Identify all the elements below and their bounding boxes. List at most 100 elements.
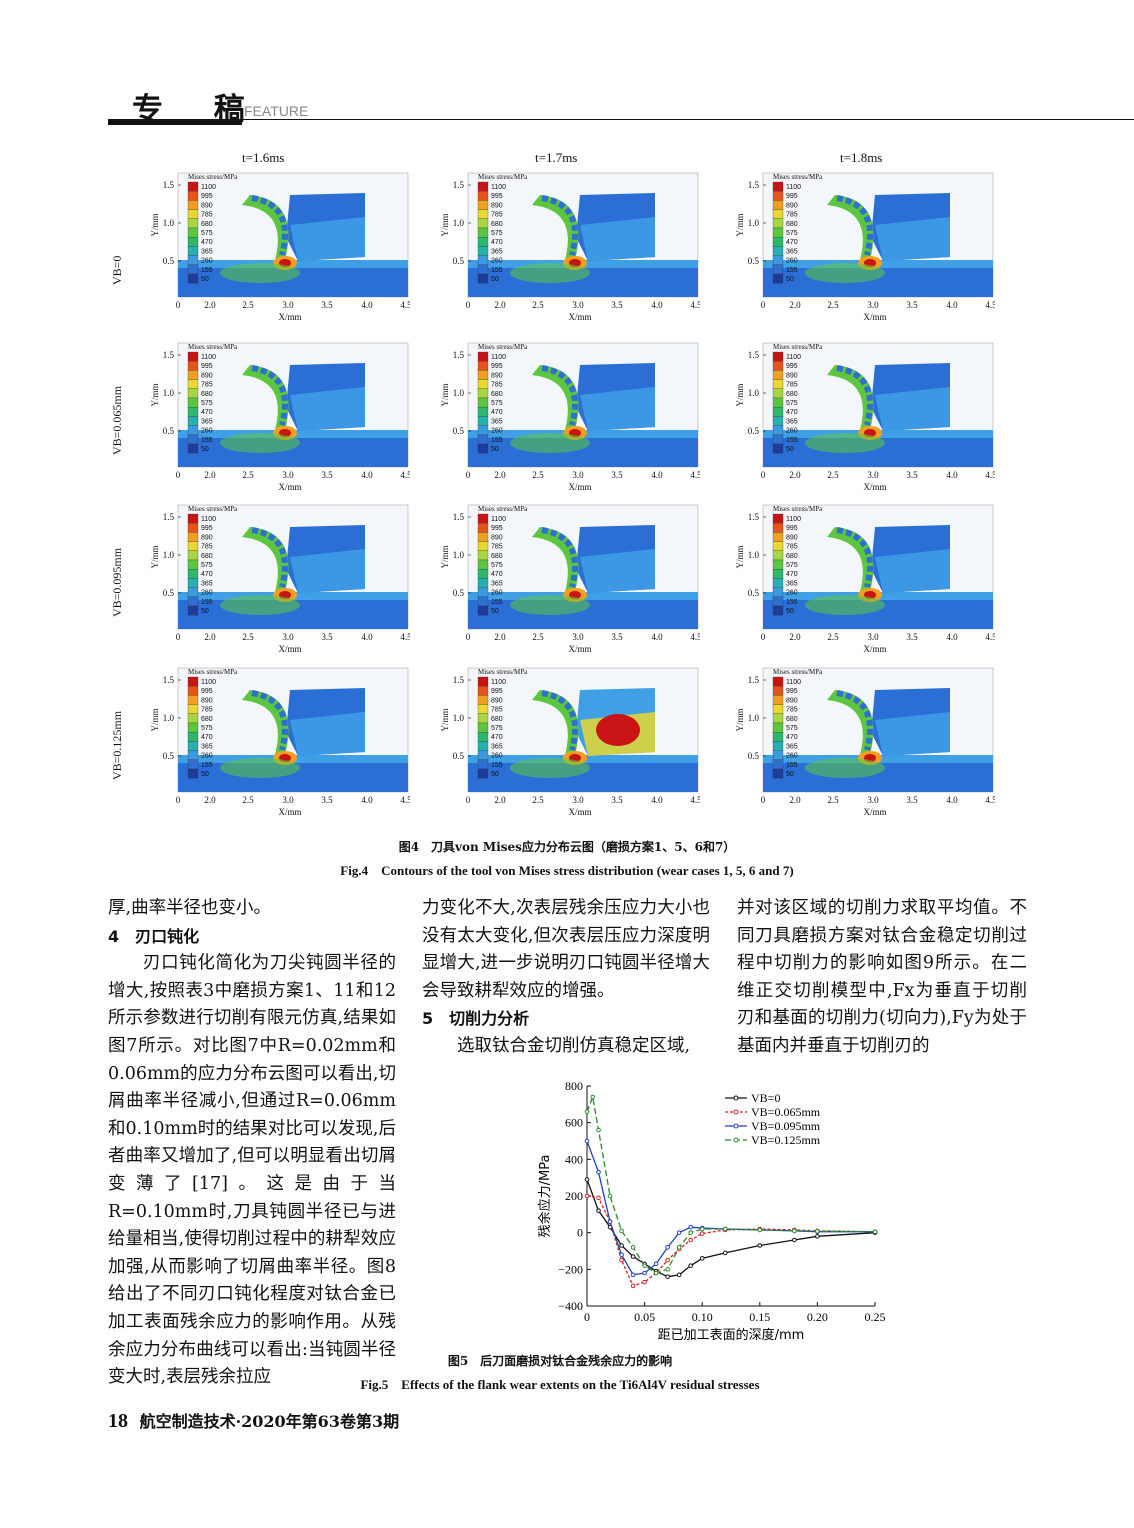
y-tick-label: 1.5	[453, 512, 465, 522]
legend-value: 470	[491, 734, 503, 741]
legend-value: 365	[201, 580, 213, 587]
y-tick-label: 1.0	[453, 713, 465, 723]
legend-value: 155	[491, 267, 503, 274]
legend-value: 785	[786, 382, 798, 389]
legend-swatch	[477, 218, 489, 229]
y-tick-label: 0.5	[453, 751, 465, 761]
x-tick-label: 2.0	[204, 632, 216, 642]
y-axis-label: Y/mm	[440, 708, 450, 731]
legend-value: 995	[786, 525, 798, 532]
legend-value: 785	[201, 212, 213, 219]
y-tick-label: 1.5	[163, 675, 175, 685]
legend-swatch	[187, 605, 199, 616]
x-tick-label: 2.5	[532, 470, 544, 480]
figure-5-caption-en: Fig.5 Effects of the flank wear extents …	[360, 1377, 760, 1392]
data-point	[584, 1138, 590, 1144]
legend-swatch	[477, 443, 489, 454]
data-point	[757, 1227, 763, 1233]
x-tick-label: 4.0	[946, 470, 958, 480]
legend-value: 785	[201, 382, 213, 389]
x-tick-label: 4.5	[400, 795, 410, 805]
data-point	[699, 1231, 705, 1236]
legend-value: 575	[491, 230, 503, 237]
legend-value: 365	[786, 580, 798, 587]
x-tick-label: 0	[761, 300, 766, 310]
tool-mesh-band	[251, 365, 288, 426]
contour-plot: Mises stress/MPa 1100 995 890 785 680 575 470 36…	[735, 172, 995, 322]
legend-title: Mises stress/MPa	[478, 668, 528, 676]
legend-swatch	[187, 676, 199, 687]
legend-value: 995	[786, 688, 798, 695]
subsurface-stress	[805, 758, 885, 778]
chip-stress-band	[290, 712, 365, 756]
paragraph: 并对该区域的切削力求取平均值。不同刀具磨损方案对钛合金稳定切削过程中切削力的影响…	[737, 898, 1027, 1056]
tool-mesh-band	[251, 527, 288, 588]
legend-value: 890	[201, 534, 213, 541]
legend-title: Mises stress/MPa	[188, 173, 238, 181]
legend-swatch	[772, 559, 784, 570]
y-tick-label: 0.5	[748, 256, 760, 266]
legend-swatch	[187, 191, 199, 201]
legend-value: 575	[786, 230, 798, 237]
y-tick-label: 1.0	[748, 550, 760, 560]
legend-value: 785	[201, 707, 213, 714]
x-tick-label: 3.0	[572, 632, 584, 642]
legend-swatch	[772, 768, 784, 779]
legend-swatch	[187, 379, 199, 389]
contour-plot: Mises stress/MPa 1100 995 890 785 680 575 470 36…	[150, 667, 410, 817]
data-point	[676, 1230, 682, 1235]
x-axis-label: X/mm	[863, 312, 886, 322]
x-tick-label: 0	[761, 795, 766, 805]
legend-value: 260	[491, 428, 503, 435]
y-axis-label: Y/mm	[150, 545, 160, 568]
legend-swatch	[187, 443, 199, 454]
figure-4-time-label: t=1.7ms	[535, 150, 578, 165]
legend-swatch	[772, 750, 784, 760]
legend-swatch	[187, 569, 199, 579]
x-axis-label: X/mm	[568, 482, 591, 492]
subsurface-stress	[220, 263, 300, 283]
tool-mesh-band	[251, 195, 288, 256]
legend-value: 680	[491, 391, 503, 398]
legend-swatch	[477, 191, 489, 201]
y-tick-label: 1.5	[748, 180, 760, 190]
legend-swatch	[772, 434, 784, 445]
legend-swatch	[477, 550, 489, 561]
y-tick-label: 1.0	[453, 550, 465, 560]
legend-swatch	[187, 181, 199, 192]
x-tick-label: 2.5	[242, 300, 254, 310]
legend-value: 680	[491, 553, 503, 560]
paragraph: 刃口钝化简化为刀尖钝圆半径的增大,按照表3中磨损方案1、11和12所示参数进行切…	[108, 953, 396, 1388]
legend-value: 890	[201, 372, 213, 379]
legend-swatch	[772, 264, 784, 275]
data-point	[665, 1267, 670, 1272]
legend-value: 1100	[201, 184, 216, 191]
legend-value: 1100	[201, 679, 216, 686]
x-tick-label: 4.0	[361, 470, 373, 480]
tool-mesh-band	[836, 527, 873, 588]
data-point	[619, 1257, 624, 1263]
legend-value: 785	[201, 544, 213, 551]
x-tick-label: 2.5	[242, 632, 254, 642]
x-tick-label: 0	[466, 632, 471, 642]
chip-stress-band	[580, 387, 655, 431]
legend-value: 680	[201, 391, 213, 398]
legend-value: 50	[201, 608, 209, 615]
section-subtitle: FEATURE	[244, 103, 309, 119]
legend-swatch	[772, 596, 784, 607]
header-bar	[108, 119, 242, 125]
legend-swatch	[772, 227, 784, 238]
y-tick-label: 0.5	[163, 751, 175, 761]
legend-value: 1100	[201, 354, 216, 361]
legend-swatch	[477, 255, 489, 265]
legend-value: 470	[201, 409, 213, 416]
legend-swatch	[772, 237, 784, 247]
legend-value: 785	[491, 382, 503, 389]
x-tick-label: 0	[761, 470, 766, 480]
y-tick-label: 1.0	[163, 388, 175, 398]
x-axis-label: X/mm	[568, 807, 591, 817]
legend-swatch	[772, 361, 784, 371]
legend-value: 155	[786, 437, 798, 444]
legend-value: 1100	[491, 516, 506, 523]
legend-swatch	[772, 523, 784, 533]
